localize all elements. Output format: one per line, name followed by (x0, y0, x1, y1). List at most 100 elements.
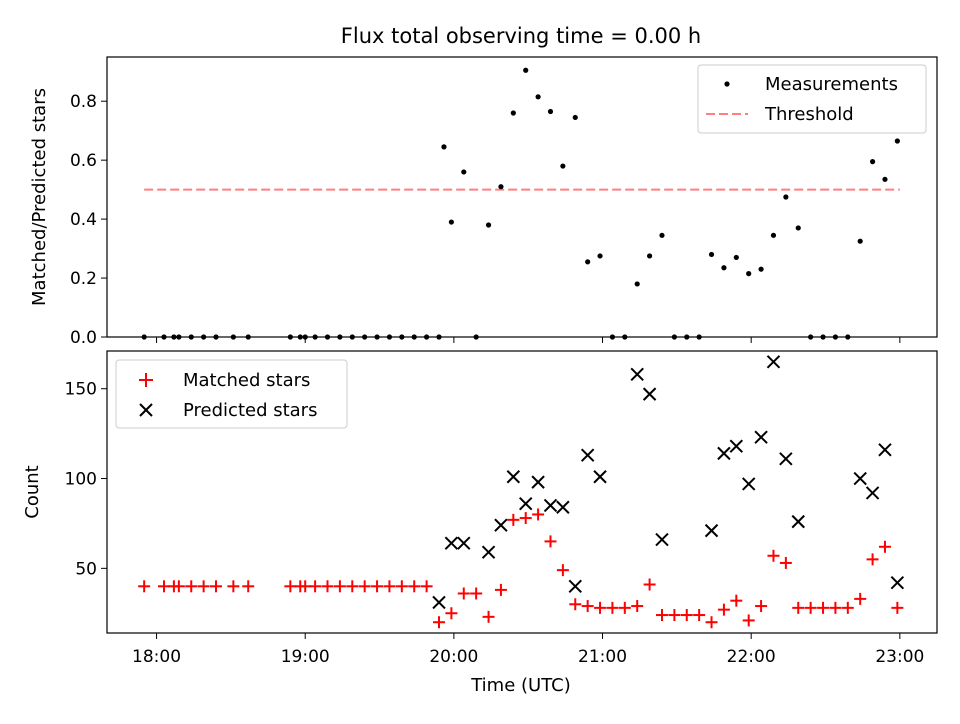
matched-star-point (730, 594, 743, 607)
measurement-point (362, 334, 368, 340)
top-y-tick-label: 0.0 (70, 328, 97, 348)
matched-star-point (482, 610, 495, 623)
predicted-star-point (457, 536, 471, 550)
matched-star-point (470, 587, 483, 600)
matched-star-point (742, 614, 755, 627)
matched-star-point (532, 508, 545, 521)
measurement-point (436, 334, 442, 340)
measurement-point (230, 334, 236, 340)
matched-star-point (878, 540, 891, 553)
matched-star-point (693, 609, 706, 622)
legend-measurements-marker (724, 81, 730, 87)
bottom-y-tick-label: 100 (65, 470, 97, 490)
predicted-star-point (791, 514, 805, 529)
bottom-y-tick-label: 50 (75, 559, 97, 579)
measurement-point (696, 334, 702, 340)
matched-star-point (606, 601, 619, 614)
top-y-axis-label: Matched/Predicted stars (29, 88, 50, 306)
x-tick-label: 21:00 (578, 647, 627, 667)
matched-star-point (792, 601, 805, 614)
matched-star-point (668, 609, 681, 622)
matched-star-point (655, 609, 668, 622)
matched-star-point (631, 600, 644, 613)
predicted-star-point (630, 367, 644, 382)
measurement-point (141, 334, 147, 340)
matched-star-point (618, 601, 631, 614)
bottom-plot-area (106, 350, 938, 634)
matched-star-point (779, 556, 792, 569)
measurement-point (783, 194, 789, 200)
matched-star-point (817, 601, 830, 614)
matched-star-point (185, 580, 198, 593)
predicted-star-point (729, 439, 744, 453)
measurement-point (857, 238, 863, 244)
predicted-stars-points (432, 355, 905, 610)
measurement-point (324, 334, 331, 340)
measurement-point (399, 334, 405, 340)
predicted-star-point (494, 518, 508, 532)
measurement-point (374, 334, 380, 340)
measurement-point (684, 334, 690, 340)
matched-star-point (333, 580, 346, 593)
predicted-star-point (506, 470, 521, 484)
bottom-x-ticks: 18:00 19:00 20:00 21:00 22:00 23:00 (132, 633, 924, 667)
x-tick-label: 18:00 (132, 647, 181, 667)
top-y-tick-label: 0.6 (70, 151, 97, 171)
measurement-point (659, 232, 665, 238)
matched-star-point (767, 549, 780, 562)
measurement-point (894, 138, 900, 144)
predicted-star-point (531, 475, 545, 489)
matched-star-point (755, 600, 768, 613)
top-legend: Measurements Threshold (697, 64, 927, 134)
bottom-legend: Matched stars Predicted stars (115, 359, 348, 429)
measurement-point (441, 144, 447, 150)
matched-star-point (433, 616, 445, 629)
measurement-point (820, 334, 826, 340)
predicted-star-point (779, 452, 793, 466)
matched-stars-points (138, 508, 904, 629)
top-legend-frame (697, 64, 927, 134)
predicted-star-point (481, 545, 496, 559)
chart-title: Flux total observing time = 0.00 h (341, 24, 701, 48)
measurement-point (622, 334, 628, 340)
measurement-point (176, 334, 182, 340)
predicted-star-point (593, 470, 607, 484)
matched-star-point (210, 580, 223, 593)
top-y-tick-label: 0.2 (70, 269, 97, 289)
measurement-point (547, 108, 554, 115)
matched-star-point (829, 601, 842, 614)
top-y-ticks: 0.0 0.2 0.4 0.6 0.8 (70, 92, 107, 348)
x-tick-label: 20:00 (429, 647, 478, 667)
measurement-point (171, 334, 177, 340)
matched-star-point (242, 580, 255, 593)
matched-star-point (507, 513, 520, 526)
x-tick-label: 19:00 (281, 647, 330, 667)
measurement-point (312, 334, 318, 340)
predicted-star-point (853, 471, 867, 486)
measurement-point (535, 94, 541, 100)
measurement-point (882, 176, 888, 182)
measurement-point (869, 159, 876, 165)
predicted-star-point (865, 486, 880, 500)
bottom-y-ticks: 50 100 150 (65, 380, 107, 579)
top-y-tick-label: 0.8 (70, 92, 97, 112)
predicted-star-point (519, 496, 533, 511)
bottom-y-tick-label: 150 (65, 380, 97, 400)
measurement-point (523, 67, 529, 73)
matched-star-point (569, 598, 582, 611)
matched-star-point (643, 578, 656, 591)
matched-star-point (457, 587, 470, 600)
matched-star-point (556, 564, 569, 577)
measurement-point (597, 253, 603, 259)
matched-star-point (717, 603, 730, 616)
predicted-star-point (704, 523, 719, 538)
matched-star-point (371, 580, 384, 593)
x-tick-label: 22:00 (727, 647, 776, 667)
measurement-point (585, 259, 591, 265)
measurement-point (646, 253, 653, 259)
bottom-y-axis-label: Count (22, 465, 43, 518)
top-x-ticks (156, 337, 901, 343)
predicted-star-point (580, 448, 595, 462)
